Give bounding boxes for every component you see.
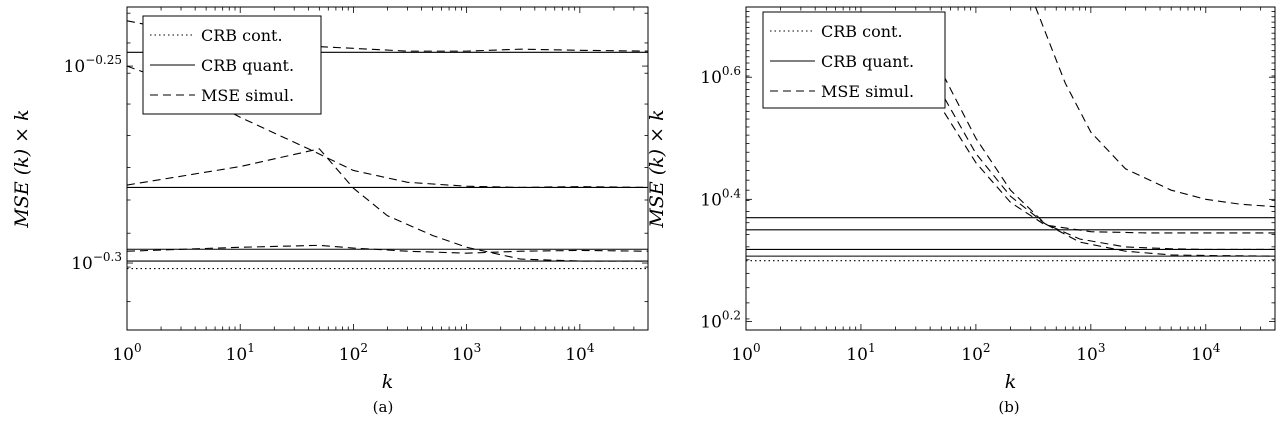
x-tick-label: 101 <box>846 341 875 365</box>
x-tick-label: 103 <box>1076 341 1105 365</box>
panel-caption: (b) <box>998 398 1019 416</box>
series-line-dashed-5 <box>127 20 648 52</box>
y-axis-label: MSE (k) × k <box>11 109 33 228</box>
series-line-dashed-7 <box>920 52 1275 250</box>
chart-a: 100 101 102 103 104 10−0.25 10−0.3 k MSE (k) × k… <box>11 6 649 416</box>
x-tick-label: 102 <box>961 341 990 365</box>
panel-caption: (a) <box>373 398 394 416</box>
y-tick-label: 100.2 <box>700 308 741 332</box>
y-tick-label: 10−0.25 <box>64 53 122 77</box>
legend-label: CRB quant. <box>201 56 294 75</box>
x-axis-label: k <box>1005 371 1017 393</box>
y-tick-label: 100.6 <box>700 64 741 88</box>
legend: CRB cont. CRB quant. MSE simul. <box>762 11 946 109</box>
legend-box <box>762 11 946 109</box>
chart-b: 100 101 102 103 104 100.2 100.4 100.6 k MSE (k) ×… <box>646 6 1276 416</box>
series-line-dashed-6 <box>916 67 1275 234</box>
series-line-dashed-8 <box>127 244 648 254</box>
x-tick-label: 103 <box>452 341 481 365</box>
legend-label: CRB cont. <box>201 26 283 45</box>
x-axis-label: k <box>382 371 394 393</box>
x-tick-label: 102 <box>339 341 368 365</box>
series-line-dashed-7 <box>127 148 648 262</box>
x-tick-label: 104 <box>565 341 595 365</box>
series-line-dashed-5 <box>1034 7 1275 208</box>
legend-label: MSE simul. <box>821 82 914 101</box>
y-tick-label: 10−0.3 <box>71 250 122 274</box>
y-tick-label: 100.4 <box>700 186 741 210</box>
x-tick-label: 101 <box>226 341 255 365</box>
x-tick-label: 100 <box>731 341 760 365</box>
x-tick-label: 104 <box>1191 341 1221 365</box>
series-line-dashed-8 <box>921 28 1275 257</box>
legend-label: CRB quant. <box>821 52 914 71</box>
legend-label: CRB cont. <box>821 22 903 41</box>
legend: CRB cont. CRB quant. MSE simul. <box>142 15 322 115</box>
x-tick-label: 100 <box>112 341 141 365</box>
legend-label: MSE simul. <box>201 86 294 105</box>
y-axis-label: MSE (k) × k <box>646 109 668 228</box>
